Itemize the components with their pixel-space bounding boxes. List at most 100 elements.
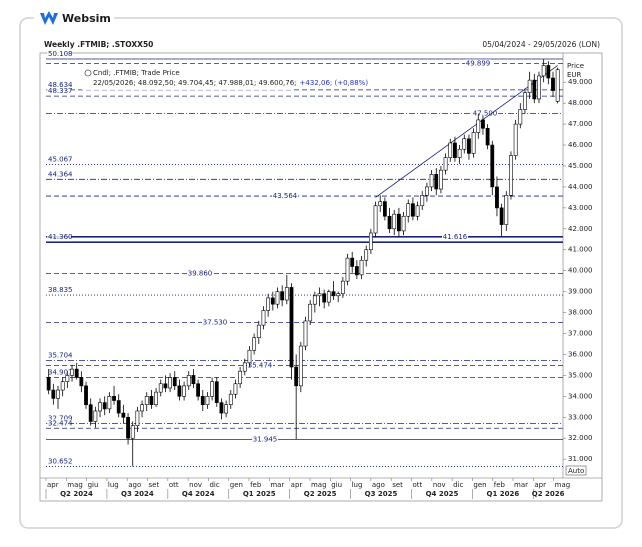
candle-body [443,157,448,171]
candle-body [126,416,130,439]
candle-body [140,404,144,412]
y-tick-label: 32.000 [568,434,593,442]
candle-body [453,142,457,158]
candle-body [354,266,359,276]
candle-body [448,142,453,158]
candle-body [93,410,98,422]
month-label: feb [494,481,506,489]
candle-body [387,215,392,230]
quarter-label: Q4 2024 [182,490,215,498]
candle-body [46,377,51,391]
candle-body [532,79,537,100]
level-label-bg [252,435,278,444]
month-label: feb [250,481,262,489]
y-tick-label: 31.000 [568,455,593,463]
month-label: giu [88,481,99,489]
candle-body [56,389,60,399]
month-label: apr [534,481,546,489]
quarter-label: Q2 2024 [60,490,93,498]
candle-body [322,293,327,303]
level-label: 44.364 [48,170,73,178]
candle-body [191,375,196,385]
level-label-bg [47,80,71,89]
scale-mode-box[interactable] [565,465,587,476]
candle-body [60,381,65,391]
level-label-bg [47,233,71,242]
level-label-bg [47,414,71,423]
candle-body [196,383,200,397]
y-tick-label: 45.000 [568,162,593,170]
candle-body [214,381,219,403]
month-label: nov [189,481,202,489]
candle-body [130,425,135,439]
level-label-bg [47,87,71,96]
brand: Websim [62,12,111,25]
level-label-bg [47,457,71,466]
candle-body [326,291,331,303]
candle-body [289,287,294,368]
quarter-label: Q3 2024 [121,490,154,498]
legend-ohlc: 22/05/2026; 48.092,50; 49.704,45; 47.988… [93,79,297,87]
candle-body [247,349,252,364]
month-label: gen [473,481,486,489]
candle-body [303,320,308,347]
candle-body [233,383,238,395]
level-label: 41.360 [48,233,73,241]
level-label-bg [47,170,71,179]
candle-body [121,412,126,418]
candle-body [513,123,518,156]
quarter-label: Q2 2025 [304,490,337,498]
candle-body [158,383,163,393]
candle-body [242,362,247,372]
candle-body [476,119,481,133]
candle-body [415,205,420,217]
level-label-bg [272,192,298,201]
month-label: lug [108,481,119,489]
candle-body [135,410,140,426]
candle-body [168,377,172,389]
candle-body [98,402,102,412]
level-label: 50.108 [48,50,73,58]
candle-body [317,293,322,297]
legend-change: +432,06; (+0,88%) [300,79,369,87]
candle-body [392,213,397,230]
y-tick-label: 34.000 [568,392,593,400]
candle-body [261,310,266,326]
quarter-label: Q2 2026 [532,490,565,498]
candle-body [396,213,401,232]
candle-body [298,345,303,387]
scale-mode[interactable]: Auto [568,467,584,475]
y-tick-label: 38.000 [568,309,593,317]
candle-body [523,92,527,110]
level-label-bg [47,50,71,59]
level-label-bg [202,318,228,327]
candle-body [359,259,364,276]
month-label: set [392,481,403,489]
month-label: mar [514,481,528,489]
candle-body [284,287,289,301]
candle-body [509,155,513,196]
candle-body [481,119,485,129]
candle-body [411,203,415,217]
level-label: 34.907 [48,368,73,376]
month-label: ago [372,481,385,489]
candle-body [467,138,471,154]
level-label: 49.899 [466,59,491,67]
candle-body [65,375,70,382]
legend-series: Cndl; .FTMIB; Trade Price [93,69,180,77]
month-label: dic [453,481,463,489]
candle-body [518,109,523,125]
month-label: lug [352,481,363,489]
candle-body [228,393,233,406]
level-label: 45.067 [48,156,73,164]
level-label-bg [247,361,273,370]
level-label: 43.564 [273,192,298,200]
candle-body [434,174,439,190]
candle-body [200,396,205,406]
candle-body [294,366,299,387]
candle-body [425,186,429,196]
candle-body [266,297,271,311]
y-tick-label: 44.000 [568,183,593,191]
